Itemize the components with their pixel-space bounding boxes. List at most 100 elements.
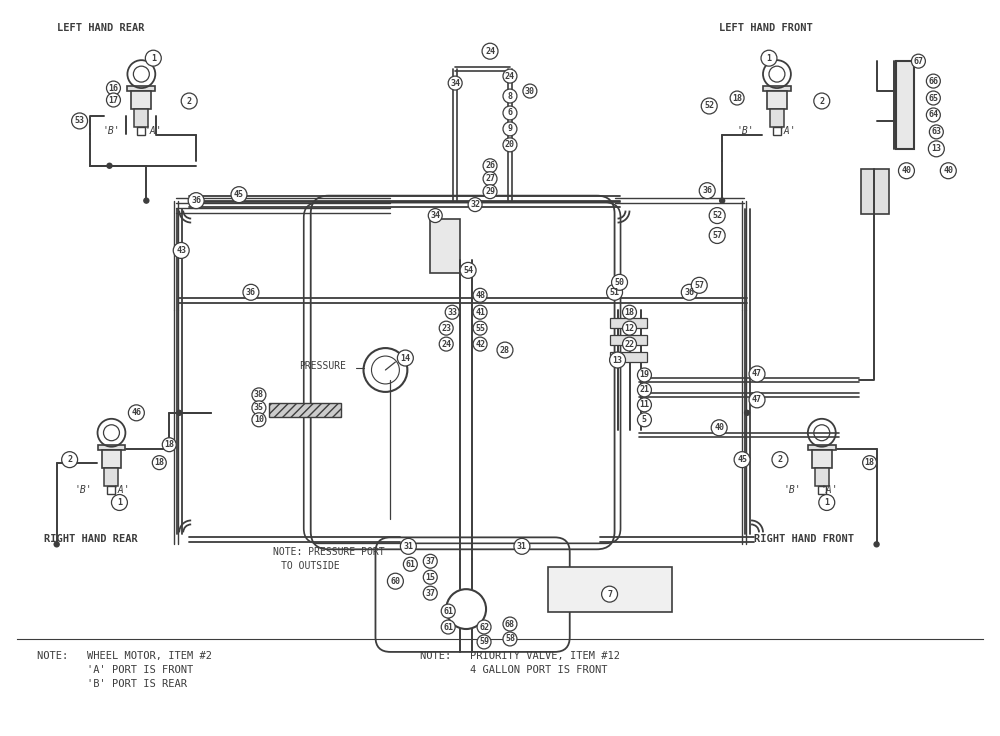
Text: 36: 36 (684, 288, 694, 297)
Text: 47: 47 (752, 395, 762, 404)
Text: 24: 24 (441, 339, 451, 349)
Bar (127, 86, 155, 91)
Text: 18: 18 (625, 308, 635, 316)
Text: 30: 30 (525, 87, 535, 96)
Text: 13: 13 (931, 144, 941, 153)
Circle shape (448, 76, 462, 90)
Text: 53: 53 (75, 116, 85, 125)
Circle shape (602, 586, 618, 602)
Circle shape (252, 401, 266, 415)
Text: 23: 23 (441, 324, 451, 333)
Text: 32: 32 (470, 200, 480, 209)
Text: 2: 2 (777, 455, 782, 464)
Circle shape (439, 337, 453, 351)
Text: 24: 24 (485, 46, 495, 56)
Circle shape (482, 43, 498, 59)
Circle shape (637, 383, 651, 397)
Text: 48: 48 (475, 291, 485, 300)
Text: 58: 58 (505, 634, 515, 643)
Circle shape (497, 342, 513, 358)
Circle shape (106, 81, 120, 95)
Text: 'B': 'B' (736, 126, 754, 136)
Circle shape (473, 337, 487, 351)
Circle shape (483, 171, 497, 185)
Circle shape (62, 452, 78, 467)
Text: 1: 1 (824, 498, 829, 507)
Text: 4 GALLON PORT IS FRONT: 4 GALLON PORT IS FRONT (420, 665, 608, 675)
Circle shape (612, 275, 628, 290)
Text: 31: 31 (517, 542, 527, 551)
Text: 47: 47 (752, 369, 762, 378)
Bar (134, 109, 148, 127)
Text: 'B': 'B' (75, 484, 92, 495)
Text: 63: 63 (931, 127, 941, 136)
Circle shape (709, 208, 725, 224)
Circle shape (177, 411, 182, 415)
Text: 61: 61 (443, 623, 453, 631)
Circle shape (111, 495, 127, 511)
Text: 50: 50 (615, 277, 625, 287)
Circle shape (144, 198, 149, 203)
Circle shape (926, 91, 940, 105)
Text: 5: 5 (642, 415, 647, 424)
Circle shape (734, 452, 750, 467)
Text: 42: 42 (475, 339, 485, 349)
Text: 20: 20 (505, 141, 515, 149)
Circle shape (730, 91, 744, 105)
Text: NOTE: PRESSURE PORT: NOTE: PRESSURE PORT (273, 548, 384, 557)
Circle shape (107, 163, 112, 169)
Text: RIGHT HAND REAR: RIGHT HAND REAR (44, 534, 137, 545)
Text: 61: 61 (405, 560, 415, 569)
Text: 26: 26 (485, 161, 495, 170)
Bar (104, 467, 118, 486)
Circle shape (473, 321, 487, 335)
Text: 19: 19 (639, 370, 649, 380)
Text: 21: 21 (639, 386, 649, 394)
Circle shape (911, 54, 925, 68)
Bar (610, 352, 647, 362)
Text: 36: 36 (246, 288, 256, 297)
Circle shape (607, 284, 623, 300)
Circle shape (477, 635, 491, 649)
Text: 10: 10 (254, 415, 264, 424)
Bar (107, 486, 115, 494)
Circle shape (503, 122, 517, 136)
Circle shape (400, 538, 416, 554)
Text: 9: 9 (507, 124, 512, 133)
Circle shape (473, 289, 487, 302)
Text: 38: 38 (254, 390, 264, 400)
Bar (102, 450, 121, 467)
Bar (767, 91, 787, 109)
Text: 68: 68 (505, 620, 515, 629)
Circle shape (423, 570, 437, 584)
Text: 36: 36 (702, 186, 712, 195)
Circle shape (711, 420, 727, 436)
Circle shape (814, 93, 830, 109)
Circle shape (623, 321, 636, 335)
Text: TO OUTSIDE: TO OUTSIDE (281, 562, 340, 571)
Text: 14: 14 (400, 353, 410, 363)
Text: 66: 66 (928, 77, 938, 85)
Circle shape (473, 305, 487, 319)
Text: 57: 57 (712, 231, 722, 240)
Bar (770, 109, 784, 127)
Bar (610, 335, 647, 345)
Bar (896, 61, 914, 149)
Circle shape (483, 185, 497, 199)
Text: NOTE:   WHEEL MOTOR, ITEM #2: NOTE: WHEEL MOTOR, ITEM #2 (37, 651, 212, 661)
Circle shape (231, 187, 247, 202)
Circle shape (610, 352, 626, 368)
Circle shape (477, 620, 491, 634)
Circle shape (720, 198, 725, 203)
Text: 35: 35 (254, 403, 264, 412)
Text: 51: 51 (610, 288, 620, 297)
Circle shape (623, 305, 636, 319)
Text: 16: 16 (108, 84, 118, 93)
Circle shape (898, 163, 914, 179)
Bar (137, 127, 145, 135)
Text: 1: 1 (117, 498, 122, 507)
Bar (808, 445, 836, 450)
Circle shape (387, 573, 403, 589)
Text: 40: 40 (901, 166, 911, 175)
Text: 55: 55 (475, 324, 485, 333)
